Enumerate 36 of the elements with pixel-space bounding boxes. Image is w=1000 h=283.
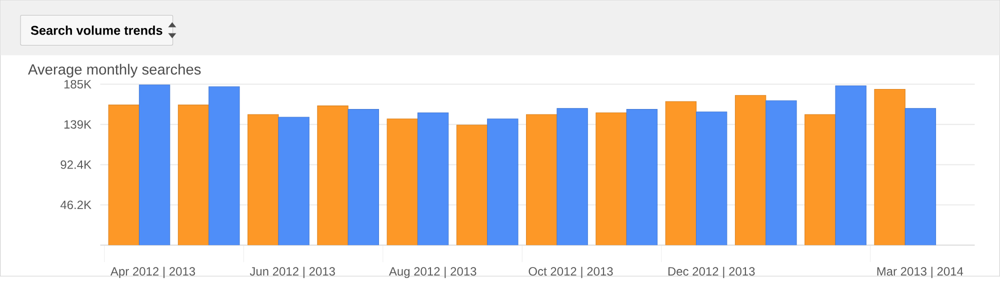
bar (138, 84, 170, 246)
bar (108, 104, 140, 246)
bar (835, 86, 866, 246)
bar (696, 112, 728, 246)
bar (456, 124, 488, 246)
bar (874, 89, 906, 246)
bar (556, 108, 588, 246)
x-tick-label: Oct 2012 | 2013 (528, 267, 613, 278)
bar (487, 118, 518, 246)
x-tick-label: Jun 2012 | 2013 (250, 267, 335, 278)
x-tick-label: Aug 2012 | 2013 (388, 267, 476, 278)
bar (178, 104, 210, 246)
bar (804, 114, 836, 246)
bar (526, 114, 558, 246)
bar (417, 112, 449, 246)
y-axis-title: Average monthly searches (28, 64, 201, 78)
bar (665, 101, 697, 246)
bar (596, 112, 627, 246)
y-tick-label: 46.2K (60, 200, 92, 210)
y-tick-label: 185K (64, 80, 92, 89)
x-tick-label: Apr 2012 | 2013 (110, 267, 196, 278)
x-tick-label: Dec 2012 | 2013 (668, 267, 755, 278)
chart-title: Search volume trends (30, 26, 162, 36)
bar (766, 100, 797, 246)
y-tick-label: 92.4K (60, 160, 92, 170)
y-tick-label: 139K (64, 120, 92, 129)
bar (278, 117, 310, 246)
x-tick-label: Mar 2013 | 2014 (877, 267, 964, 278)
bar (626, 109, 658, 246)
bar (904, 108, 936, 246)
bar (317, 106, 348, 246)
bar (386, 118, 418, 246)
bar (348, 109, 380, 246)
bar (248, 114, 279, 246)
bar (734, 95, 766, 246)
bar (208, 86, 240, 246)
